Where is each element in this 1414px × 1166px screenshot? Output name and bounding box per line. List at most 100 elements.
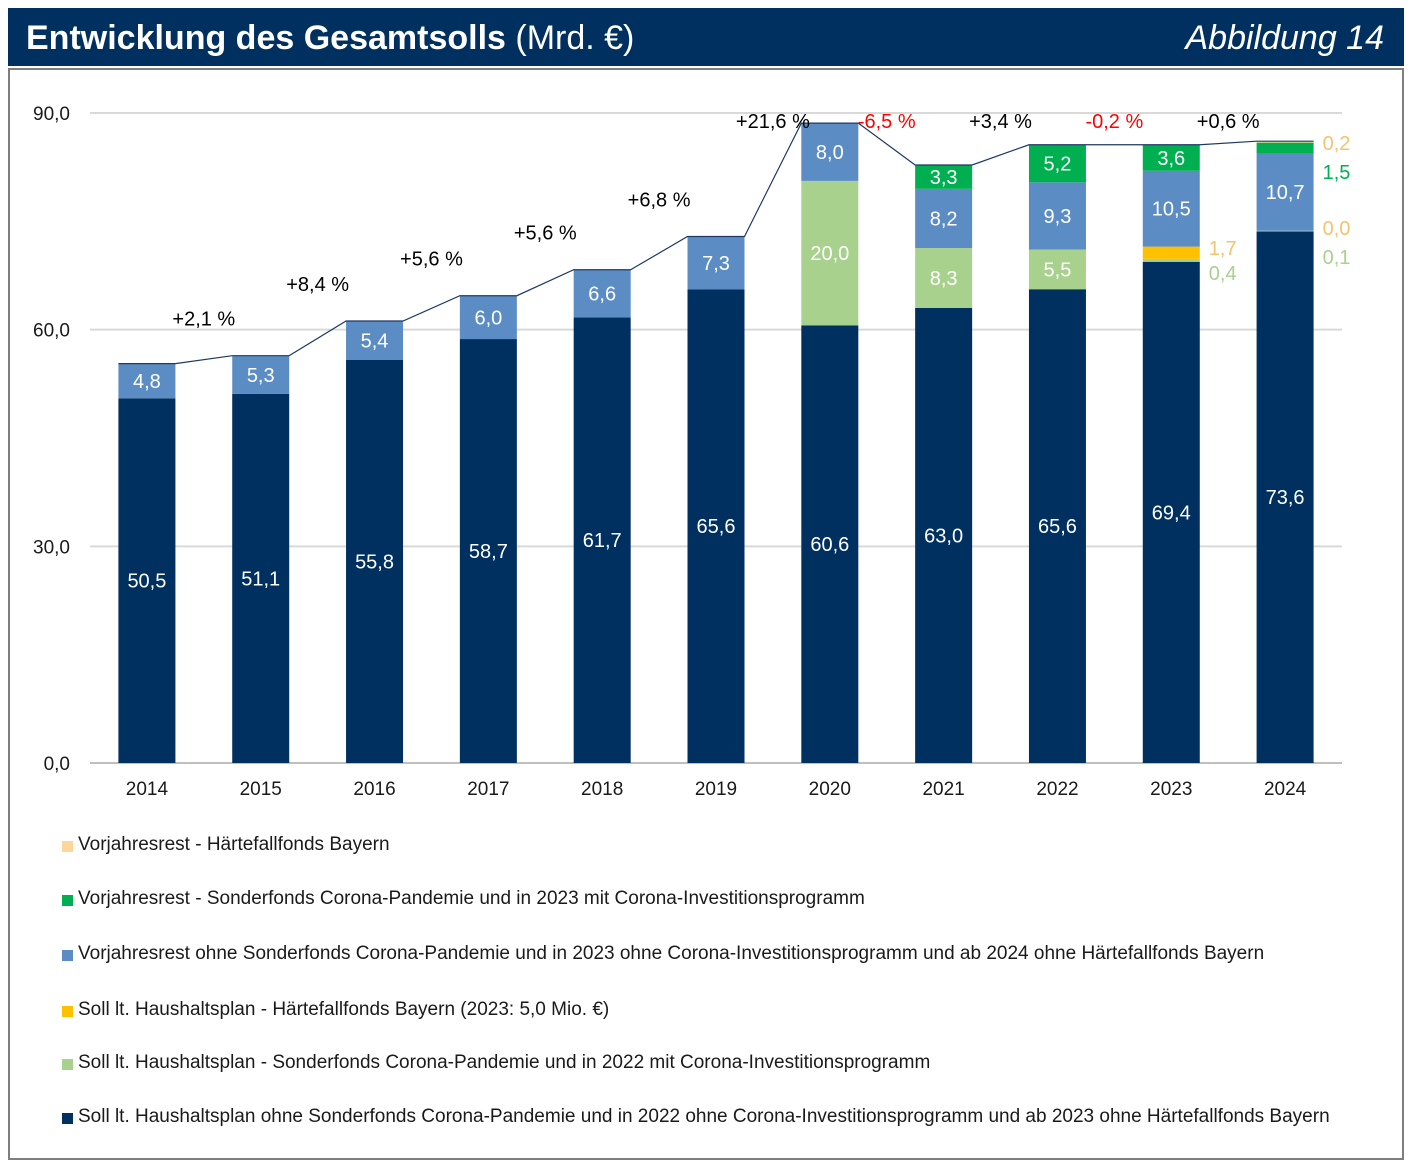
legend-item: Vorjahresrest - Sonderfonds Corona-Pande…: [62, 887, 1400, 911]
data-label: 3,3: [930, 167, 958, 189]
legend-item: Soll lt. Haushaltsplan - Härtefallfonds …: [62, 998, 1400, 1022]
legend-label: Vorjahresrest ohne Sonderfonds Corona-Pa…: [78, 943, 1265, 964]
bar-segment-soll_base: [687, 289, 745, 763]
legend-item: Vorjahresrest - Härtefallfonds Bayern: [62, 833, 1400, 857]
change-label: -0,2 %: [1085, 111, 1143, 133]
x-tick-label: 2015: [240, 779, 282, 800]
y-tick-label: 30,0: [33, 537, 70, 558]
data-label: 6,0: [474, 307, 502, 329]
bar-segment-soll_corona: [1256, 230, 1314, 232]
bar-segment-vj_base: [915, 188, 973, 249]
chart-title-unit: (Mrd. €): [515, 19, 635, 57]
data-label: 7,3: [702, 253, 730, 275]
bar-segment-soll_base: [1028, 289, 1086, 763]
x-tick-label: 2014: [126, 779, 169, 800]
data-label: 0,2: [1323, 133, 1351, 155]
legend-label: Soll lt. Haushaltsplan ohne Sonderfonds …: [78, 1106, 1330, 1127]
bar-segment-soll_base: [346, 360, 404, 763]
bar-segment-vj_corona: [915, 165, 973, 189]
total-connector-line: [118, 122, 1314, 365]
bar-segment-soll_base: [915, 308, 973, 763]
data-label: 5,4: [361, 331, 389, 353]
bar-segment-vj_haerte: [1256, 141, 1314, 143]
y-tick-label: 60,0: [33, 321, 70, 342]
legend-swatch: [62, 1006, 73, 1017]
x-tick-label: 2016: [353, 779, 395, 800]
bar-segment-vj_base: [232, 355, 290, 394]
x-tick-label: 2022: [1036, 779, 1078, 800]
bar-segment-soll_corona: [801, 180, 859, 326]
legend-swatch: [62, 950, 73, 961]
data-label: 5,2: [1044, 154, 1072, 176]
data-label: 1,5: [1323, 162, 1351, 184]
bar-segment-vj_corona: [1256, 142, 1314, 154]
legend-label: Vorjahresrest - Härtefallfonds Bayern: [78, 834, 390, 855]
data-label: 3,6: [1157, 148, 1185, 170]
bar-segment-soll_haerte: [1142, 246, 1200, 259]
data-label: 63,0: [924, 526, 963, 548]
data-label: 58,7: [469, 541, 508, 563]
data-label: 8,0: [816, 142, 844, 164]
chart-frame: [8, 68, 1404, 1160]
bar-segment-vj_base: [801, 123, 859, 181]
legend-swatch: [62, 841, 73, 852]
data-label: 10,7: [1266, 182, 1305, 204]
change-label: +3,4 %: [969, 111, 1032, 133]
legend-swatch: [62, 1113, 73, 1124]
data-label: 8,3: [930, 268, 958, 290]
legend-item: Vorjahresrest ohne Sonderfonds Corona-Pa…: [62, 942, 1400, 966]
bar-segment-soll_base: [232, 393, 290, 763]
data-label: 73,6: [1266, 487, 1305, 509]
bar-segment-soll_base: [573, 317, 631, 763]
figure-label: Abbildung 14: [1185, 19, 1384, 57]
change-label: +0,6 %: [1197, 111, 1260, 133]
bar-segment-soll_corona: [915, 248, 973, 308]
data-label: 4,8: [133, 371, 161, 393]
x-tick-label: 2023: [1150, 779, 1192, 800]
data-label: 55,8: [355, 552, 394, 574]
x-tick-label: 2024: [1264, 779, 1307, 800]
change-label: +2,1 %: [172, 309, 235, 331]
data-label: 65,6: [697, 516, 736, 538]
x-tick-label: 2018: [581, 779, 623, 800]
bar-segment-vj_corona: [1142, 144, 1200, 171]
data-label: 6,6: [588, 284, 616, 306]
bar-segment-soll_base: [801, 325, 859, 763]
bar-segment-vj_base: [1028, 182, 1086, 250]
y-tick-label: 90,0: [33, 104, 70, 125]
data-label: 0,4: [1209, 263, 1237, 285]
bar-segment-vj_base: [459, 295, 517, 340]
bar-segment-soll_base: [1142, 261, 1200, 763]
data-label: 69,4: [1152, 502, 1191, 524]
data-label: 20,0: [810, 243, 849, 265]
bar-segment-soll_base: [1256, 231, 1314, 763]
data-label: 5,5: [1044, 259, 1072, 281]
legend-label: Vorjahresrest - Sonderfonds Corona-Pande…: [78, 888, 865, 909]
data-label: 10,5: [1152, 199, 1191, 221]
chart-title: Entwicklung des Gesamtsolls (Mrd. €): [26, 18, 634, 58]
data-label: 1,7: [1209, 238, 1237, 260]
data-label: 61,7: [583, 530, 622, 552]
bar-segment-vj_base: [1256, 153, 1314, 231]
data-label: 9,3: [1044, 206, 1072, 228]
legend-item: Soll lt. Haushaltsplan ohne Sonderfonds …: [62, 1105, 1400, 1129]
x-tick-label: 2017: [467, 779, 509, 800]
x-tick-label: 2020: [809, 779, 851, 800]
bar-segment-vj_base: [118, 363, 176, 399]
data-label: 5,3: [247, 365, 275, 387]
data-label: 60,6: [810, 534, 849, 556]
legend-swatch: [62, 1059, 73, 1070]
x-tick-label: 2021: [922, 779, 964, 800]
legend-label: Soll lt. Haushaltsplan - Härtefallfonds …: [78, 999, 610, 1020]
y-tick-label: 0,0: [44, 754, 70, 775]
change-label: -6,5 %: [858, 111, 916, 133]
bar-segment-soll_corona: [1028, 249, 1086, 290]
bar-segment-soll_corona: [1142, 258, 1200, 262]
data-label: 0,1: [1323, 247, 1351, 269]
bar-segment-vj_base: [687, 236, 745, 290]
change-label: +5,6 %: [400, 249, 463, 271]
change-label: +21,6 %: [736, 111, 810, 133]
chart-header: Entwicklung des Gesamtsolls (Mrd. €) Abb…: [8, 8, 1404, 66]
chart-title-main: Entwicklung des Gesamtsolls: [26, 19, 506, 57]
data-label: 50,5: [127, 571, 166, 593]
